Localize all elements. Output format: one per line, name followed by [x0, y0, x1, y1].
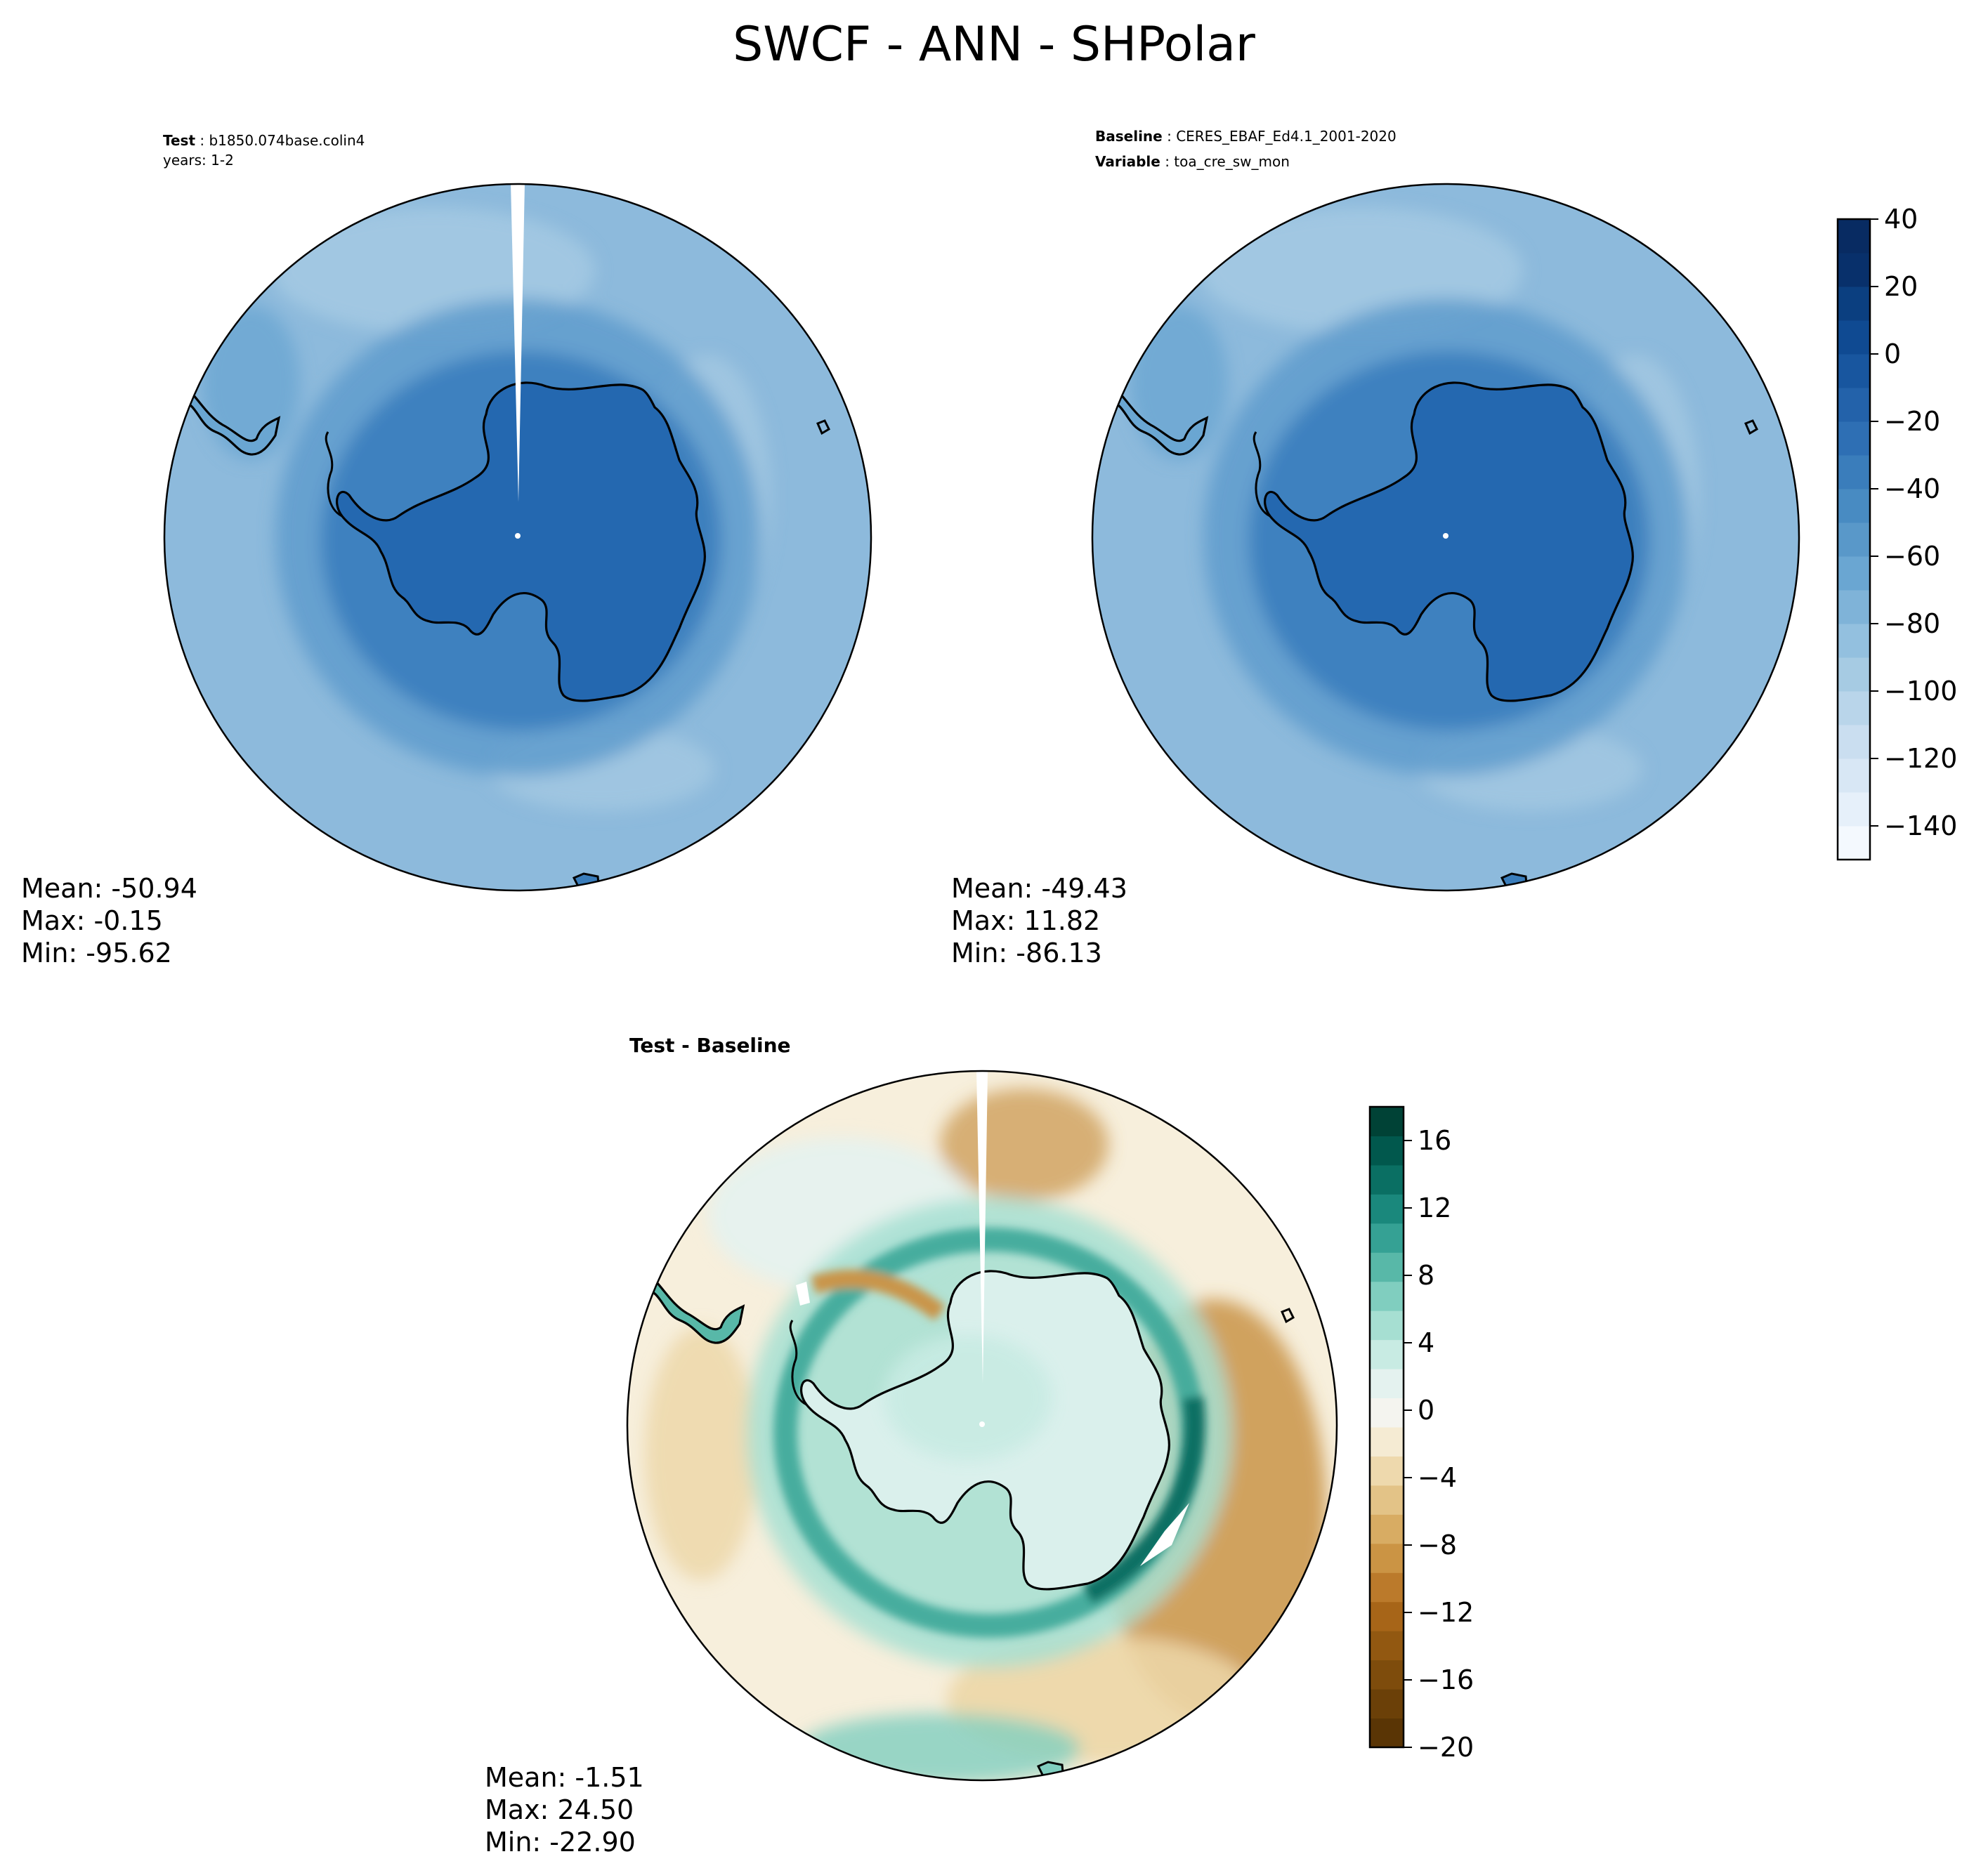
baseline-max: Max: 11.82 [951, 905, 1101, 936]
test-max: Max: -0.15 [21, 905, 163, 936]
test-mean: Mean: -50.94 [21, 873, 197, 904]
difference-colorbar-swatch [1370, 1485, 1404, 1515]
main-colorbar-swatch [1838, 556, 1870, 591]
difference-mean: Mean: -1.51 [485, 1762, 644, 1793]
difference-colorbar-swatch [1370, 1193, 1404, 1224]
main-colorbar-swatch [1838, 690, 1870, 725]
difference-colorbar-tick-label: 4 [1418, 1327, 1434, 1358]
main-colorbar-swatch [1838, 724, 1870, 759]
difference-colorbar-swatch [1370, 1368, 1404, 1399]
test-min: Min: -95.62 [21, 938, 172, 968]
difference-colorbar-tick-label: 12 [1418, 1192, 1451, 1223]
difference-colorbar-tick-label: −20 [1418, 1732, 1474, 1763]
difference-colorbar-swatch [1370, 1426, 1404, 1457]
main-colorbar-swatch [1838, 791, 1870, 827]
difference-colorbar-swatch [1370, 1164, 1404, 1195]
main-colorbar-swatch [1838, 218, 1870, 254]
difference-colorbar-swatch [1370, 1251, 1404, 1282]
main-colorbar-swatch [1838, 454, 1870, 489]
difference-title: Test - Baseline [629, 1034, 791, 1057]
difference-colorbar-swatch [1370, 1660, 1404, 1690]
variable-key: Variable [1095, 153, 1160, 170]
main-colorbar-swatch [1838, 353, 1870, 388]
difference-colorbar-swatch [1370, 1572, 1404, 1603]
baseline-stats: Mean: -49.43 Max: 11.82 Min: -86.13 [951, 872, 1127, 969]
difference-map-border [626, 1070, 1338, 1782]
difference-colorbar-swatch [1370, 1398, 1404, 1428]
page-title: SWCF - ANN - SHPolar [733, 17, 1255, 72]
main-colorbar-swatch [1838, 488, 1870, 523]
colorbar-layer: 40200−20−40−60−80−100−120−1401612840−4−8… [1368, 204, 1957, 1763]
difference-colorbar-swatch [1370, 1688, 1404, 1719]
baseline-label: Baseline : CERES_EBAF_Ed4.1_2001-2020 [1095, 128, 1397, 145]
difference-colorbar-tick-label: 0 [1418, 1395, 1434, 1426]
baseline-key: Baseline [1095, 128, 1163, 145]
difference-colorbar-swatch [1370, 1718, 1404, 1748]
main-colorbar-tick-label: −140 [1884, 810, 1957, 841]
test-stats: Mean: -50.94 Max: -0.15 Min: -95.62 [21, 872, 197, 969]
main-colorbar-tick-label: −100 [1884, 676, 1957, 707]
difference-colorbar-tick-label: 8 [1418, 1260, 1434, 1291]
test-map-border [163, 183, 872, 892]
difference-colorbar-swatch [1370, 1223, 1404, 1253]
difference-colorbar-tick-label: −16 [1418, 1664, 1474, 1695]
main-colorbar-swatch [1838, 825, 1870, 860]
main-colorbar-swatch [1838, 286, 1870, 321]
main-colorbar-tick-label: −120 [1884, 743, 1957, 774]
main-colorbar-tick-label: 0 [1884, 339, 1901, 369]
variable-label: Variable : toa_cre_sw_mon [1095, 153, 1290, 170]
difference-colorbar-tick-label: −4 [1418, 1462, 1457, 1493]
main-colorbar: 40 20 0 −20 −40 −60 −80 −100 −120 −140 [1836, 204, 1957, 861]
difference-colorbar-swatch [1370, 1339, 1404, 1369]
difference-colorbar-swatch [1370, 1106, 1404, 1136]
main-colorbar-tick-label: 40 [1884, 204, 1918, 235]
baseline-min: Min: -86.13 [951, 938, 1102, 968]
difference-colorbar-swatch [1370, 1135, 1404, 1166]
difference-colorbar-tick-label: 16 [1418, 1125, 1451, 1156]
difference-colorbar-swatch [1370, 1310, 1404, 1341]
baseline-map-border [1091, 183, 1800, 892]
main-colorbar-swatch [1838, 387, 1870, 422]
difference-colorbar-frame [1368, 1105, 1405, 1749]
main-colorbar-tick-label: −80 [1884, 608, 1940, 639]
test-case-label: Test : b1850.074base.colin4 [163, 132, 365, 149]
baseline-name: CERES_EBAF_Ed4.1_2001-2020 [1176, 128, 1397, 145]
main-colorbar-swatch [1838, 320, 1870, 355]
main-colorbar-swatch [1838, 657, 1870, 692]
main-colorbar-tick-label: −20 [1884, 406, 1940, 437]
main-colorbar-frame [1836, 218, 1871, 861]
difference-colorbar-swatch [1370, 1630, 1404, 1661]
difference-colorbar-tick-label: −8 [1418, 1530, 1457, 1560]
main-colorbar-tick-label: −40 [1884, 473, 1940, 504]
main-colorbar-tick-label: −60 [1884, 541, 1940, 572]
difference-colorbar-tick-label: −12 [1418, 1597, 1474, 1628]
test-years-label: years: 1-2 [163, 152, 234, 169]
main-colorbar-swatch [1838, 522, 1870, 557]
difference-colorbar: 16 12 8 4 0 −4 −8 −12 −16 −20 [1368, 1105, 1474, 1763]
difference-max: Max: 24.50 [485, 1794, 634, 1825]
main-colorbar-swatch [1838, 758, 1870, 793]
main-colorbar-swatch [1838, 421, 1870, 456]
map-layer [163, 183, 1800, 1782]
test-key: Test [163, 132, 196, 149]
main-colorbar-tick-label: 20 [1884, 271, 1918, 302]
main-colorbar-swatch [1838, 623, 1870, 658]
baseline-mean: Mean: -49.43 [951, 873, 1127, 904]
main-colorbar-swatch [1838, 589, 1870, 624]
difference-colorbar-swatch [1370, 1601, 1404, 1631]
difference-map [627, 1071, 1337, 1780]
difference-colorbar-swatch [1370, 1455, 1404, 1486]
test-map [164, 184, 871, 891]
variable-name: toa_cre_sw_mon [1174, 153, 1290, 170]
difference-colorbar-swatch [1370, 1513, 1404, 1544]
difference-min: Min: -22.90 [485, 1827, 636, 1858]
difference-stats: Mean: -1.51 Max: 24.50 Min: -22.90 [485, 1761, 644, 1858]
baseline-map [1092, 184, 1799, 891]
main-colorbar-swatch [1838, 252, 1870, 287]
difference-colorbar-swatch [1370, 1543, 1404, 1573]
difference-colorbar-swatch [1370, 1281, 1404, 1311]
test-case-name: b1850.074base.colin4 [209, 132, 365, 149]
